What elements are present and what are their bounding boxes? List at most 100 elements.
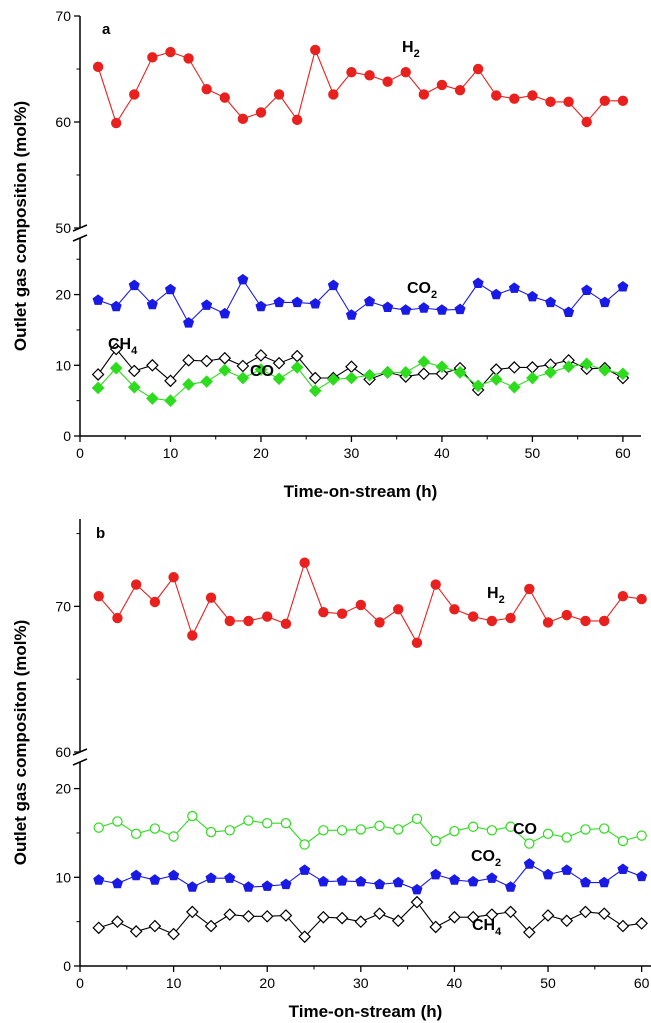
data-point [130,828,142,840]
data-point [617,590,629,602]
data-point [318,825,329,836]
data-point [453,366,467,379]
data-point [417,367,431,381]
data-point [508,282,520,293]
data-point [472,63,484,75]
data-point [355,875,367,887]
data-point [149,596,161,608]
y-tick-label: 10 [55,869,71,885]
panel-label: a [102,21,111,38]
series-label-main: CO [407,280,431,297]
data-point [373,907,386,921]
x-tick-label: 40 [447,975,463,991]
y-axis-title: Outlet gas composition (mol%) [11,101,30,351]
data-point [544,366,557,379]
y-tick-label: 60 [55,744,71,760]
data-point [92,294,104,305]
data-point [597,907,611,921]
data-point [393,604,404,615]
x-tick-label: 20 [259,975,275,991]
data-point [411,813,423,824]
data-point [336,875,348,886]
data-point [272,372,286,386]
data-point [236,371,250,385]
series-label-main: CO [471,848,495,865]
data-point [260,909,274,923]
data-point [345,371,358,385]
data-point [167,927,180,941]
data-point [485,908,499,921]
x-tick-label: 60 [615,445,631,461]
series-co: CO [93,810,647,850]
data-point [527,90,538,101]
data-point [364,295,376,307]
data-point [635,917,648,930]
data-point [542,828,554,840]
y-tick-label: 50 [55,220,71,236]
data-point [364,70,375,81]
data-point [617,863,629,874]
data-point [545,96,556,108]
y-tick-label: 0 [63,958,71,974]
data-point [579,905,592,919]
data-point [355,599,367,611]
data-point [411,637,423,648]
data-point [261,880,273,891]
data-point [523,858,535,869]
data-point [218,363,232,377]
data-point [410,895,424,909]
data-point [112,612,123,624]
series-label: CH4 [108,336,138,357]
data-point [111,915,124,929]
data-point [299,557,310,568]
data-point [200,354,214,368]
data-point [130,579,142,590]
series-h2: H2 [92,39,629,129]
y-tick-label: 70 [55,8,71,24]
data-point [127,364,141,378]
data-point [382,301,394,312]
data-point [146,392,159,405]
data-point [93,822,104,833]
data-point [186,881,198,892]
data-point [223,908,237,921]
data-point [205,872,217,883]
data-point [308,384,322,398]
y-axis-title: Outlet gas compositon (mol%) [11,620,30,866]
data-point [616,919,630,933]
data-point [187,630,198,641]
data-point [417,355,431,369]
series-line [97,48,623,125]
data-point [92,921,106,935]
series-label: CO [513,821,537,838]
series-label-main: CO [250,363,274,380]
data-point [327,279,339,291]
data-point [381,366,394,379]
data-point [542,617,554,628]
data-point [127,380,141,394]
break-mark [72,234,88,242]
data-point [327,373,340,386]
data-point [112,816,123,827]
data-point [617,280,629,292]
data-point [486,615,498,627]
data-point [91,381,105,395]
data-point [187,810,198,822]
chart-panel-b: 0 10 20 30 40 50 60 0 10 20 60 70 Time-on-stream (h)… [11,519,651,1021]
data-point [109,361,123,375]
data-point [598,823,610,834]
data-point [524,838,535,849]
data-point [168,831,179,842]
data-point [430,835,441,847]
chart-panel-a: 0 10 20 30 40 50 60 0 10 20 50 60 70 Time-on-stream (… [11,8,641,501]
data-point [599,296,611,308]
series-label-sub: 2 [495,857,501,869]
data-point [201,83,212,95]
data-point [435,367,449,381]
data-point [580,824,591,835]
data-point [129,925,143,938]
data-point [280,878,292,890]
data-point [272,356,286,370]
data-point [168,572,179,583]
data-point [561,864,573,875]
